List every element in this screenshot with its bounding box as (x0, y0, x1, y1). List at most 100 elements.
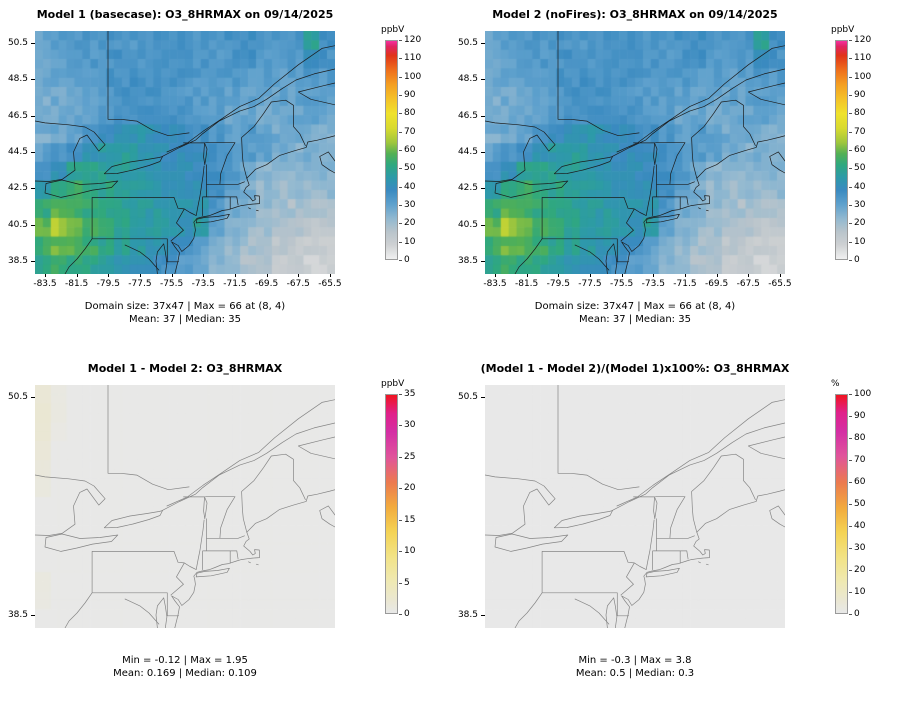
y-tick-mark (481, 79, 485, 81)
x-tick-label: -67.5 (286, 279, 310, 289)
panel-title: Model 1 - Model 2: O3_8HRMAX (87, 362, 283, 375)
colorbar-tick-mark (399, 95, 402, 96)
colorbar-tick-label: 25 (404, 451, 416, 462)
y-tick-label: 50.5 (457, 391, 478, 402)
canada-coast-path (161, 399, 335, 528)
lakes-path (35, 120, 208, 198)
map-outline (35, 385, 335, 628)
colorbar-tick-label: 20 (854, 565, 866, 575)
colorbar-tick-mark (399, 519, 402, 521)
x-tick-mark (494, 274, 496, 277)
x-tick-label: -77.5 (128, 279, 152, 289)
y-tick-mark (481, 188, 485, 190)
x-tick-label: -71.5 (673, 279, 697, 289)
colorbar: % 0 10 20 30 40 50 60 70 80 90 100 (831, 379, 897, 644)
x-tick-mark (621, 274, 623, 277)
x-tick-mark (76, 274, 78, 277)
colorbar-tick-label: 0 (854, 255, 860, 265)
colorbar-tick-mark (849, 460, 852, 461)
x-tick-label: -69.5 (254, 279, 279, 289)
y-tick-label: 46.5 (7, 110, 28, 121)
y-tick-mark (31, 224, 35, 226)
colorbar-tick-label: 35 (404, 389, 416, 399)
colorbar-gradient (835, 40, 848, 260)
raster-heatmap (35, 385, 335, 628)
x-tick-label: -73.5 (641, 279, 665, 289)
y-tick-label: 38.5 (7, 610, 28, 621)
y-tick-label: 46.5 (457, 110, 478, 121)
stats-caption-line1: Domain size: 37x47 | Max = 66 at (8, 4) (534, 301, 736, 312)
stats-caption: Min = -0.12 | Max = 1.95 Mean: 0.169 | M… (20, 654, 350, 680)
colorbar-tick-label: 0 (404, 609, 410, 619)
colorbar-tick-label: 120 (854, 35, 872, 45)
colorbar-tick-label: 70 (404, 126, 416, 137)
y-tick-mark (31, 615, 35, 617)
x-tick-label: -71.5 (223, 279, 247, 289)
x-tick-mark (329, 274, 331, 277)
colorbar-ticks: 0 10 20 30 40 50 60 70 80 90 100 (835, 389, 897, 619)
colorbar-tick-label: 0 (404, 255, 410, 265)
colorbar-tick-label: 30 (404, 200, 416, 210)
y-tick-label: 50.5 (457, 37, 478, 48)
colorbar-tick-label: 60 (854, 145, 866, 155)
colorbar-tick-label: 40 (854, 181, 866, 192)
y-tick-mark (31, 115, 35, 117)
x-tick-label: -67.5 (736, 279, 760, 289)
colorbar-tick-mark (849, 260, 852, 261)
colorbar-tick-label: 50 (854, 163, 866, 174)
lakes-path (485, 120, 658, 198)
x-tick-mark (266, 274, 268, 277)
map-outline (485, 31, 785, 274)
colorbar-tick-label: 110 (404, 53, 422, 64)
colorbar-ticks: 0 5 10 15 20 25 30 35 (385, 389, 447, 619)
x-tick-mark (526, 274, 528, 277)
colorbar-tick-label: 60 (404, 145, 416, 155)
stats-caption-line1: Domain size: 37x47 | Max = 66 at (8, 4) (84, 301, 286, 312)
colorbar-tick-label: 20 (404, 483, 416, 494)
colorbar-tick-label: 30 (404, 420, 416, 431)
colorbar-tick-label: 90 (404, 90, 416, 100)
y-tick-label: 40.5 (7, 219, 28, 230)
colorbar-tick-mark (399, 456, 402, 458)
y-axis: 50.5 48.5 46.5 44.5 42.5 40.5 38.5 (0, 31, 35, 274)
stats-caption-line1: Min = -0.12 | Max = 1.95 (122, 655, 248, 666)
colorbar-tick-label: 100 (404, 71, 422, 82)
map-plot (35, 31, 335, 274)
islands-path (645, 207, 709, 224)
x-tick-mark (234, 274, 236, 277)
colorbar-unit-label: ppbV (381, 379, 405, 389)
y-tick-mark (31, 188, 35, 190)
y-tick-label: 38.5 (457, 610, 478, 621)
colorbar-unit-label: ppbV (381, 25, 405, 35)
colorbar-tick-label: 30 (854, 543, 866, 553)
state-borders-path (514, 385, 756, 628)
colorbar-tick-mark (849, 150, 852, 151)
colorbar-tick-label: 10 (404, 546, 416, 557)
colorbar-tick-mark (849, 614, 852, 615)
x-tick-mark (589, 274, 591, 277)
x-tick-label: -73.5 (191, 279, 215, 289)
y-axis: 50.5 38.5 (450, 385, 485, 628)
stats-caption: Domain size: 37x47 | Max = 66 at (8, 4) … (20, 300, 350, 326)
x-axis (35, 628, 335, 646)
y-tick-label: 44.5 (7, 147, 28, 158)
x-tick-mark (716, 274, 718, 277)
colorbar-tick-mark (849, 58, 852, 60)
y-tick-mark (481, 42, 485, 44)
x-tick-mark (298, 274, 300, 277)
colorbar-tick-mark (849, 241, 852, 243)
x-tick-label: -65.5 (768, 279, 792, 289)
colorbar-tick-mark (849, 131, 852, 133)
panel-title: Model 1 (basecase): O3_8HRMAX on 09/14/2… (36, 8, 334, 21)
panel-model2-nofires: Model 2 (noFires): O3_8HRMAX on 09/14/20… (450, 0, 900, 352)
colorbar-tick-label: 70 (854, 126, 866, 137)
colorbar-tick-mark (849, 168, 852, 170)
y-tick-mark (481, 396, 485, 398)
colorbar-gradient (385, 40, 398, 260)
colorbar-tick-mark (849, 40, 852, 41)
colorbar-tick-label: 80 (854, 433, 866, 443)
colorbar-tick-label: 50 (404, 163, 416, 174)
x-tick-mark (779, 274, 781, 277)
colorbar-tick-mark (849, 394, 852, 395)
y-tick-label: 48.5 (457, 74, 478, 85)
